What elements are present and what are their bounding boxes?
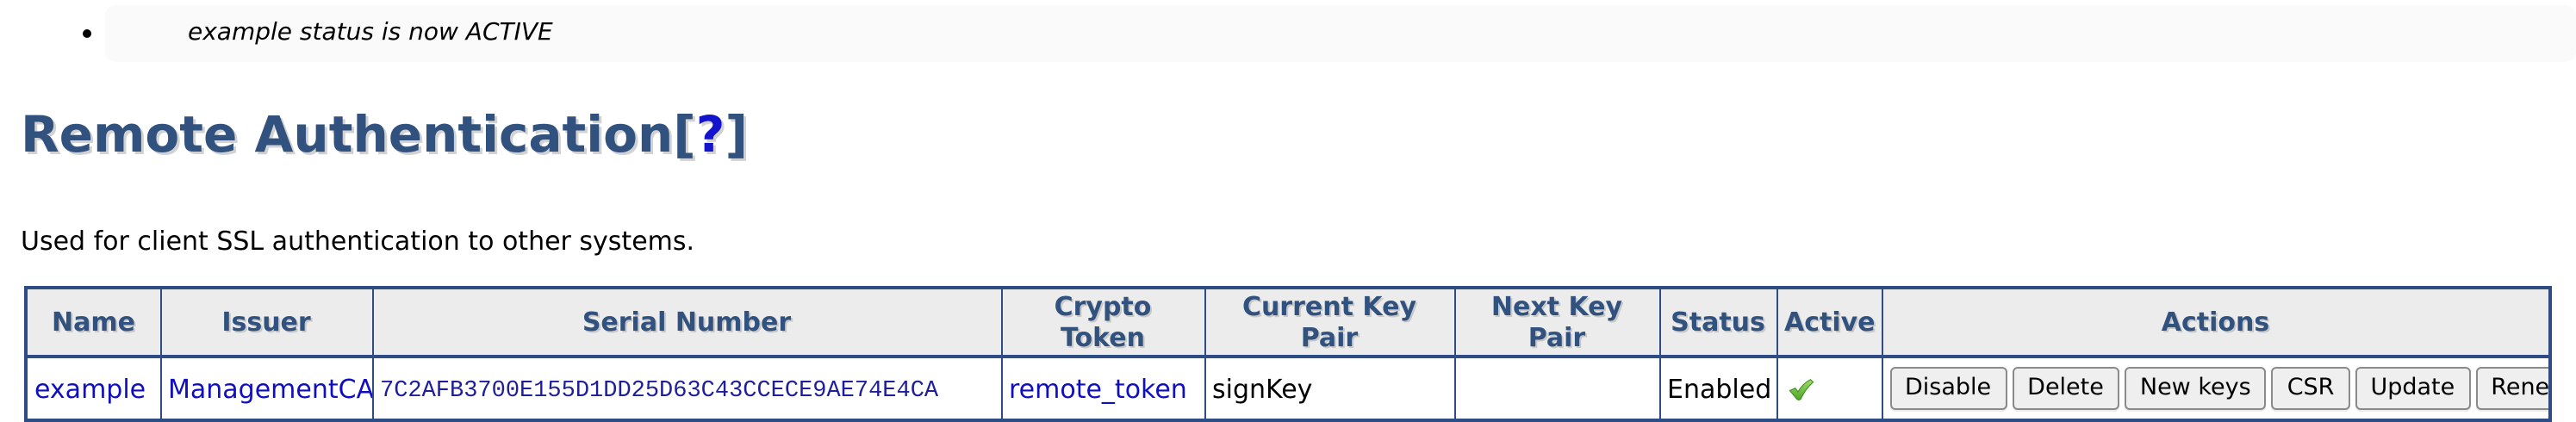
csr-button[interactable]: CSR: [2271, 367, 2350, 410]
issuer-link[interactable]: ManagementCA: [168, 373, 372, 404]
col-header-crypto-token: Crypto Token: [1000, 287, 1205, 358]
green-check-icon: [1786, 375, 1815, 404]
name-link[interactable]: example: [34, 373, 146, 404]
col-header-actions: Actions: [1881, 287, 2551, 358]
cell-status: Enabled: [1658, 356, 1777, 421]
col-header-issuer: Issuer: [159, 287, 373, 358]
status-message-text: example status is now ACTIVE: [188, 19, 553, 47]
remote-auth-table: Name Issuer Serial Number Crypto Token C…: [24, 286, 2552, 422]
help-bracket-close: ]: [725, 105, 748, 164]
disable-button[interactable]: Disable: [1889, 367, 2007, 410]
cell-serial-number: 7C2AFB3700E155D1DD25D63C43CCECE9AE74E4CA: [371, 356, 1002, 421]
cell-crypto-token: remote_token: [1000, 356, 1205, 421]
page-description: Used for client SSL authentication to ot…: [21, 226, 695, 257]
col-header-status: Status: [1658, 287, 1777, 358]
table-header-row: Name Issuer Serial Number Crypto Token C…: [25, 287, 2551, 358]
page: example status is now ACTIVE Remote Auth…: [0, 5, 2576, 422]
col-header-current-key-pair: Current Key Pair: [1204, 287, 1455, 358]
status-message-item: example status is now ACTIVE: [83, 5, 2576, 62]
status-messages: example status is now ACTIVE: [0, 5, 2576, 62]
cell-name: example: [25, 356, 161, 421]
col-header-serial-number: Serial Number: [371, 287, 1002, 358]
help-link[interactable]: ?: [695, 105, 725, 164]
cell-issuer: ManagementCA: [159, 356, 373, 421]
page-title-text: Remote Authentication: [21, 105, 674, 164]
col-header-name: Name: [25, 287, 161, 358]
col-header-next-key-pair: Next Key Pair: [1453, 287, 1660, 358]
col-header-active: Active: [1776, 287, 1882, 358]
cell-active: [1776, 356, 1882, 421]
table-row: example ManagementCA 7C2AFB3700E155D1DD2…: [25, 356, 2551, 421]
help-bracket-open: [: [673, 105, 696, 164]
cell-next-key-pair: [1453, 356, 1660, 421]
new-keys-button[interactable]: New keys: [2124, 367, 2267, 410]
crypto-token-link[interactable]: remote_token: [1009, 373, 1187, 404]
renew-button[interactable]: Renew: [2475, 367, 2548, 410]
update-button[interactable]: Update: [2355, 367, 2471, 410]
cell-current-key-pair: signKey: [1204, 356, 1455, 421]
serial-number-link[interactable]: 7C2AFB3700E155D1DD25D63C43CCECE9AE74E4CA: [380, 379, 939, 405]
page-title: Remote Authentication[?]: [21, 105, 2576, 164]
delete-button[interactable]: Delete: [2012, 367, 2119, 410]
